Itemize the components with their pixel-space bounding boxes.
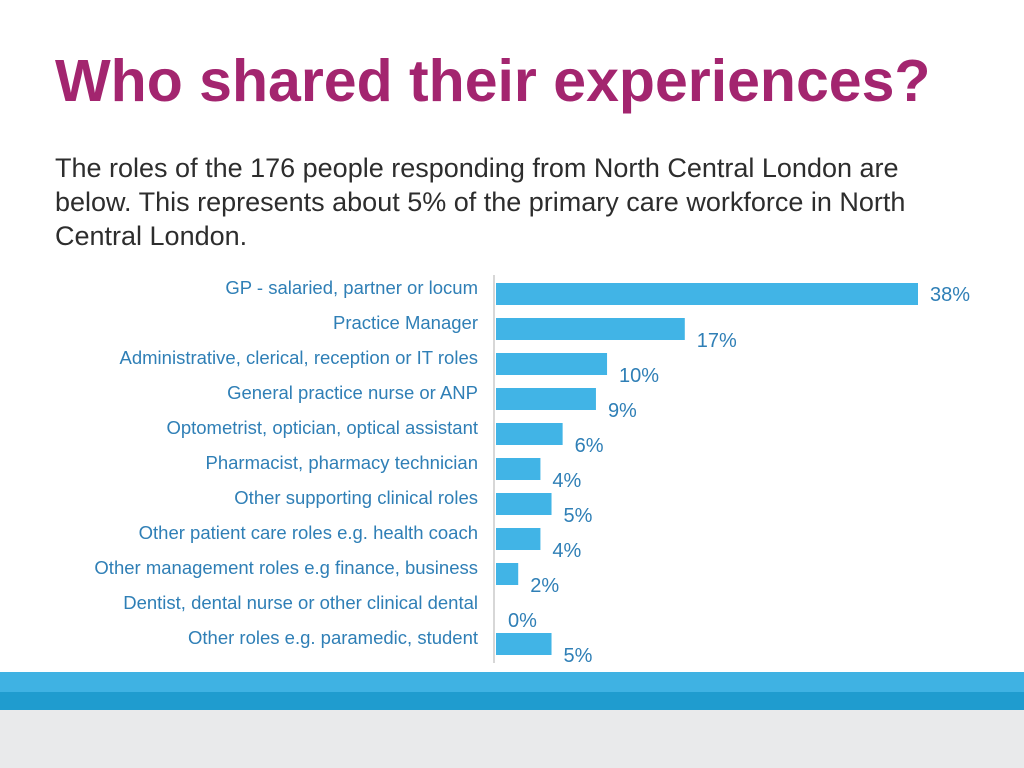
data-label: 2% (530, 575, 559, 597)
bar (496, 458, 541, 480)
footer-band-dark (0, 692, 1024, 710)
bar (496, 493, 552, 515)
category-label: Pharmacist, pharmacy technician (206, 452, 478, 473)
footer-band-light (0, 672, 1024, 692)
role-bar-chart: GP - salaried, partner or locum 38% Practi… (94, 275, 970, 667)
slide-title: Who shared their experiences? (55, 48, 931, 114)
category-label: Other management roles e.g finance, busi… (94, 557, 478, 578)
category-label: General practice nurse or ANP (227, 382, 478, 403)
bar (496, 283, 918, 305)
bar (496, 563, 519, 585)
data-label: 0% (508, 610, 537, 632)
category-label: Practice Manager (333, 312, 478, 333)
category-label: Other patient care roles e.g. health coa… (139, 522, 478, 543)
bar (496, 528, 541, 550)
bar (496, 423, 563, 445)
data-label: 4% (552, 470, 581, 492)
bar (496, 633, 552, 655)
category-label: GP - salaried, partner or locum (225, 277, 478, 298)
category-label: Other roles e.g. paramedic, student (188, 627, 478, 648)
data-label: 10% (619, 365, 659, 387)
data-label: 9% (608, 400, 637, 422)
data-label: 4% (552, 540, 581, 562)
category-label: Optometrist, optician, optical assistant (166, 417, 478, 438)
data-label: 5% (564, 645, 593, 667)
category-label: Dentist, dental nurse or other clinical … (123, 592, 478, 613)
data-label: 5% (564, 505, 593, 527)
data-label: 6% (575, 435, 604, 457)
bar (496, 388, 596, 410)
bar (496, 318, 685, 340)
data-label: 17% (697, 330, 737, 352)
category-label: Administrative, clerical, reception or I… (120, 347, 478, 368)
slide-subtitle: The roles of the 176 people responding f… (55, 153, 906, 251)
data-label: 38% (930, 284, 970, 306)
footer-grey-area (0, 710, 1024, 768)
bar (496, 353, 608, 375)
category-label: Other supporting clinical roles (234, 487, 478, 508)
